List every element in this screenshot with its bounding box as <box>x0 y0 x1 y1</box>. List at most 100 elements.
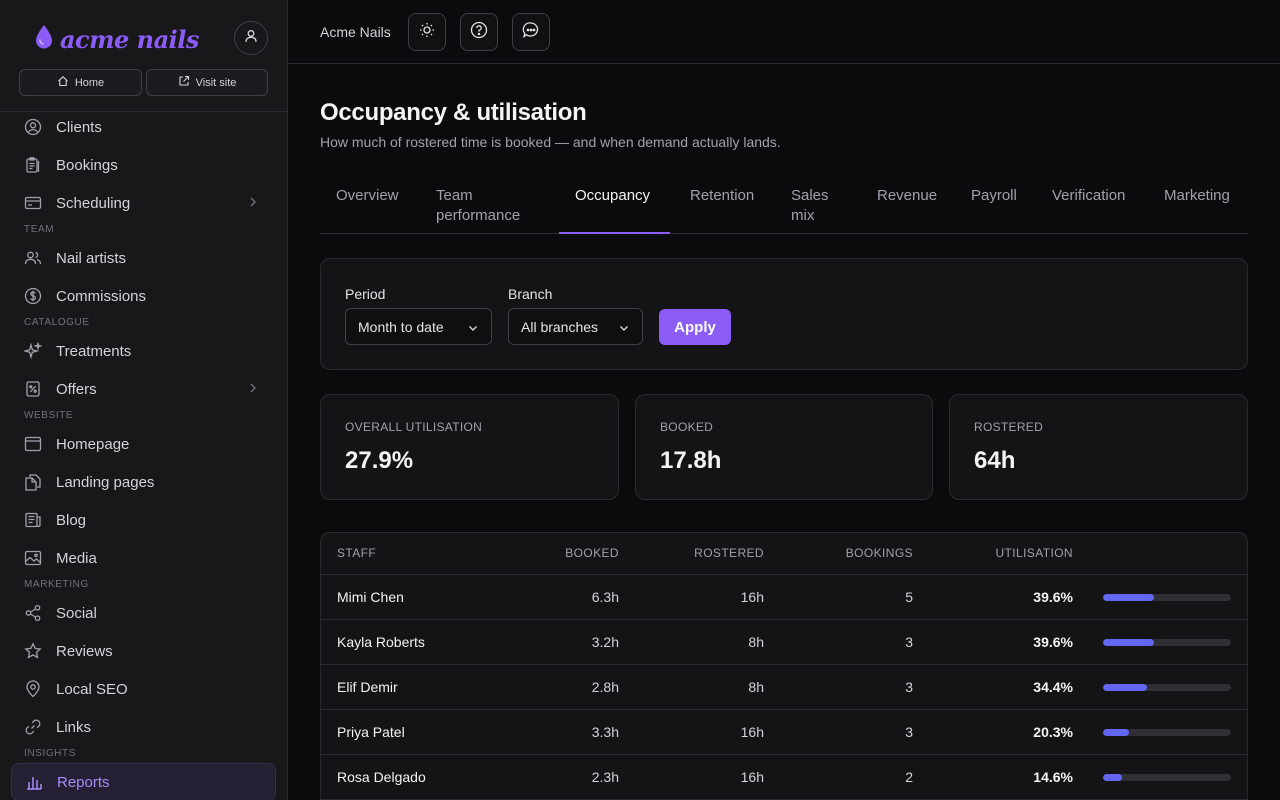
stat-label: ROSTERED <box>974 420 1044 434</box>
table-row[interactable]: Mimi Chen 6.3h 16h 5 39.6% <box>321 575 1247 620</box>
page-subtitle: How much of rostered time is booked — an… <box>320 134 781 150</box>
sidebar-item-clients[interactable]: Clients <box>24 112 264 142</box>
booked-hours: 3.2h <box>591 634 619 650</box>
bookings-count: 3 <box>905 724 913 740</box>
clipboard-icon <box>24 156 42 174</box>
active-tab-indicator <box>559 232 670 234</box>
sidebar-item-nail-artists[interactable]: Nail artists <box>24 243 264 273</box>
sidebar-item-offers[interactable]: Offers <box>24 374 264 404</box>
sidebar-item-label: Clients <box>56 118 102 136</box>
sidebar-item-label: Landing pages <box>56 473 155 491</box>
sidebar-item-reviews[interactable]: Reviews <box>24 636 264 666</box>
dollar-circle-icon <box>24 287 42 305</box>
tab-team-performance[interactable]: Team performance <box>436 186 520 226</box>
column-header-utilisation[interactable]: UTILISATION <box>995 546 1073 560</box>
visit-site-button[interactable]: Visit site <box>146 69 268 96</box>
table-row[interactable]: Elif Demir 2.8h 8h 3 34.4% <box>321 665 1247 710</box>
period-select[interactable]: Month to date <box>345 308 492 345</box>
utilisation-value: 14.6% <box>1033 769 1073 785</box>
table-row[interactable]: Rosa Delgado 2.3h 16h 2 14.6% <box>321 755 1247 800</box>
logo-text: acme nails <box>60 25 199 54</box>
link-icon <box>24 718 42 736</box>
chevron-down-icon <box>467 321 479 337</box>
business-name: Acme Nails <box>320 24 391 40</box>
utilisation-value: 39.6% <box>1033 589 1073 605</box>
logo[interactable]: acme nails <box>34 24 199 55</box>
home-button[interactable]: Home <box>19 69 142 96</box>
sidebar-item-commissions[interactable]: Commissions <box>24 281 264 311</box>
sidebar-item-social[interactable]: Social <box>24 598 264 628</box>
bookings-count: 3 <box>905 634 913 650</box>
stat-value: 17.8h <box>660 447 722 474</box>
bookings-count: 2 <box>905 769 913 785</box>
card-icon <box>24 194 42 212</box>
column-header-rostered[interactable]: ROSTERED <box>694 546 764 560</box>
column-header-booked[interactable]: BOOKED <box>565 546 619 560</box>
column-header-staff[interactable]: STAFF <box>337 546 377 560</box>
sidebar-item-local-seo[interactable]: Local SEO <box>24 674 264 704</box>
utilisation-bar-fill <box>1103 729 1129 736</box>
booked-hours: 6.3h <box>591 589 619 605</box>
chat-bubble-icon <box>522 21 540 44</box>
help-button[interactable] <box>460 13 498 51</box>
rostered-hours: 16h <box>740 769 764 785</box>
sidebar-item-links[interactable]: Links <box>24 712 264 742</box>
sidebar-item-scheduling[interactable]: Scheduling <box>24 188 264 218</box>
apply-button[interactable]: Apply <box>659 309 731 345</box>
sidebar-item-blog[interactable]: Blog <box>24 505 264 535</box>
chevron-right-icon <box>246 195 260 213</box>
sidebar-item-label: Reviews <box>56 642 113 660</box>
files-icon <box>24 473 42 491</box>
sidebar: acme nails Home Visit site Clients Booki… <box>0 0 288 800</box>
external-link-icon <box>178 75 190 90</box>
star-icon <box>24 642 42 660</box>
sidebar-item-label: Social <box>56 604 97 622</box>
bookings-count: 5 <box>905 589 913 605</box>
column-header-bookings[interactable]: BOOKINGS <box>845 546 913 560</box>
utilisation-bar <box>1103 594 1231 601</box>
branch-select[interactable]: All branches <box>508 308 643 345</box>
sidebar-item-label: Bookings <box>56 156 118 174</box>
sidebar-item-homepage[interactable]: Homepage <box>24 429 264 459</box>
newspaper-icon <box>24 511 42 529</box>
home-icon <box>57 75 69 90</box>
staff-name: Mimi Chen <box>337 589 404 605</box>
sun-icon <box>419 22 435 43</box>
nav-section-insights: INSIGHTS <box>24 748 77 759</box>
sidebar-item-reports[interactable]: Reports <box>11 763 276 800</box>
account-button[interactable] <box>234 21 268 55</box>
table-row[interactable]: Kayla Roberts 3.2h 8h 3 39.6% <box>321 620 1247 665</box>
theme-toggle-button[interactable] <box>408 13 446 51</box>
tab-payroll[interactable]: Payroll <box>971 187 1017 204</box>
branch-select-value: All branches <box>521 318 599 335</box>
tab-retention[interactable]: Retention <box>690 187 755 204</box>
sidebar-item-media[interactable]: Media <box>24 543 264 573</box>
sidebar-item-label: Media <box>56 549 97 567</box>
sidebar-item-landing-pages[interactable]: Landing pages <box>24 467 264 497</box>
chevron-down-icon <box>618 321 630 337</box>
tab-marketing[interactable]: Marketing <box>1164 187 1230 204</box>
table-row[interactable]: Priya Patel 3.3h 16h 3 20.3% <box>321 710 1247 755</box>
utilisation-bar <box>1103 774 1231 781</box>
period-select-value: Month to date <box>358 318 444 335</box>
percent-tag-icon <box>24 380 42 398</box>
staff-name: Kayla Roberts <box>337 634 425 650</box>
tab-verification[interactable]: Verification <box>1052 187 1126 204</box>
stat-card-booked: BOOKED 17.8h <box>635 394 933 500</box>
sidebar-item-bookings[interactable]: Bookings <box>24 150 264 180</box>
table-header: STAFF BOOKED ROSTERED BOOKINGS UTILISATI… <box>321 533 1247 575</box>
tab-label-line-1: Sales <box>791 187 829 204</box>
tab-overview[interactable]: Overview <box>336 187 399 204</box>
tab-sales-mix[interactable]: Sales mix <box>791 186 829 226</box>
stat-card-overall-utilisation: OVERALL UTILISATION 27.9% <box>320 394 619 500</box>
booked-hours: 2.3h <box>591 769 619 785</box>
droplet-icon <box>34 24 54 55</box>
users-icon <box>24 249 42 267</box>
tab-occupancy[interactable]: Occupancy <box>575 187 651 204</box>
rostered-hours: 16h <box>740 589 764 605</box>
tab-revenue[interactable]: Revenue <box>877 187 938 204</box>
sidebar-item-treatments[interactable]: Treatments <box>24 336 264 366</box>
question-circle-icon <box>470 21 488 44</box>
filter-card: Period Month to date Branch All branches… <box>320 258 1248 370</box>
messages-button[interactable] <box>512 13 550 51</box>
